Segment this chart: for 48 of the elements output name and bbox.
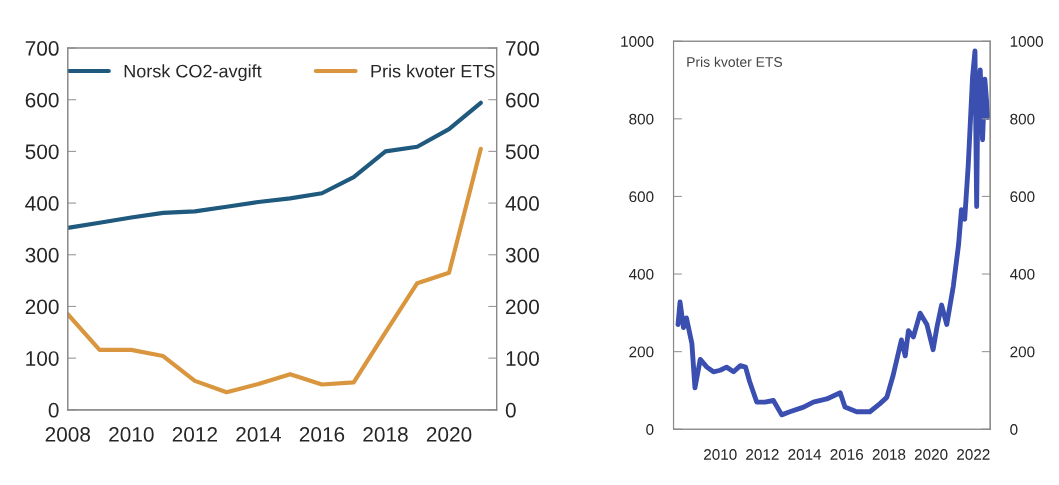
x-tick-label: 2014 xyxy=(788,449,822,460)
y2-tick-label: 500 xyxy=(505,144,539,160)
line-series xyxy=(67,100,483,230)
y-tick-label: 600 xyxy=(629,191,654,203)
x-tick-label: 2022 xyxy=(957,449,990,460)
y2-tick-label: 800 xyxy=(1010,113,1035,125)
legend-label: Norsk CO2-avgift xyxy=(124,64,262,82)
x-tick-label: 2012 xyxy=(172,427,217,442)
y2-tick-label: 400 xyxy=(505,196,539,211)
y2-tick-label: 700 xyxy=(506,41,539,56)
y-tick-label: 500 xyxy=(25,144,59,160)
y-tick-label: 600 xyxy=(25,92,59,108)
y-tick-label: 700 xyxy=(25,41,59,56)
y2-tick-label: 0 xyxy=(1010,424,1018,435)
y-tick-label: 0 xyxy=(646,424,654,435)
y2-tick-label: 400 xyxy=(1009,268,1035,280)
text: Pris kvoter ETS xyxy=(687,56,783,67)
y-tick-label: 400 xyxy=(25,196,59,211)
legend-label: Pris kvoter ETS xyxy=(371,64,495,78)
y2-tick-label: 200 xyxy=(506,299,539,315)
x-tick-label: 2018 xyxy=(872,449,906,460)
y2-tick-label: 100 xyxy=(506,351,539,366)
x-tick-label: 2014 xyxy=(236,427,281,442)
y-tick-label: 100 xyxy=(26,351,59,366)
x-tick-label: 2008 xyxy=(45,427,91,442)
line-series xyxy=(675,48,991,418)
y-tick-label: 800 xyxy=(629,113,654,125)
y-tick-label: 0 xyxy=(48,402,59,418)
y-tick-label: 200 xyxy=(629,346,654,358)
y-tick-label: 300 xyxy=(25,247,59,263)
y-tick-label: 1000 xyxy=(621,36,654,47)
x-tick-label: 2020 xyxy=(426,427,472,442)
x-tick-label: 2018 xyxy=(363,427,408,442)
x-tick-label: 2010 xyxy=(109,427,154,442)
x-tick-label: 2010 xyxy=(704,449,737,460)
y-tick-label: 200 xyxy=(25,299,59,315)
y-tick-label: 400 xyxy=(628,268,654,280)
line-series xyxy=(67,146,483,395)
x-tick-label: 2016 xyxy=(299,427,345,442)
y2-tick-label: 1000 xyxy=(1010,36,1043,47)
x-tick-label: 2020 xyxy=(914,449,948,460)
y2-tick-label: 600 xyxy=(506,92,539,108)
y2-tick-label: 600 xyxy=(1010,191,1035,203)
x-tick-label: 2012 xyxy=(746,449,779,460)
y2-tick-label: 0 xyxy=(505,402,516,418)
x-tick-label: 2016 xyxy=(830,449,864,460)
y2-tick-label: 300 xyxy=(505,247,539,263)
y2-tick-label: 200 xyxy=(1010,346,1035,358)
